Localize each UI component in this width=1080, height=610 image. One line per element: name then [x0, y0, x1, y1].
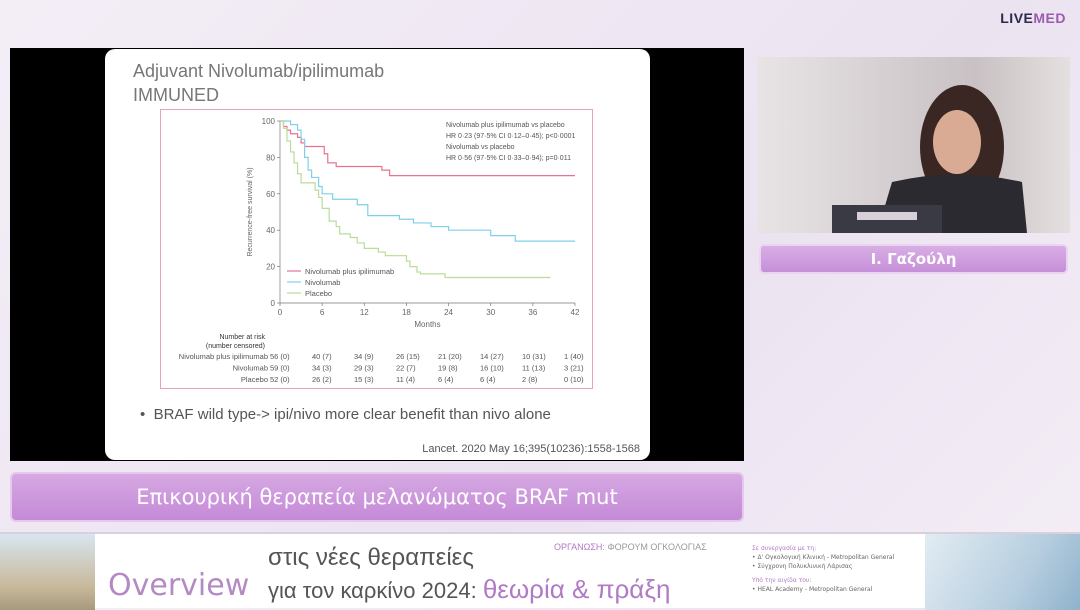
banner-line2-b: θεωρία & πράξη	[482, 574, 671, 604]
risk-cell: 11 (13)	[522, 364, 546, 373]
collab-2: • Σύγχρονη Πολυκλινική Λάρισας	[752, 563, 853, 570]
y-tick-label: 0	[271, 299, 276, 308]
risk-row-label: Placebo	[241, 375, 268, 384]
x-tick-label: 30	[486, 308, 495, 317]
banner-line2: για τον καρκίνο 2024: θεωρία & πράξη	[268, 574, 670, 605]
risk-cell: 29 (3)	[354, 364, 374, 373]
risk-cell: 22 (7)	[396, 364, 416, 373]
logo-live: LIVE	[1000, 10, 1034, 26]
risk-cell: 34 (3)	[312, 364, 332, 373]
y-tick-label: 60	[266, 190, 275, 199]
x-tick-label: 0	[278, 308, 283, 317]
banner-image-right	[925, 534, 1080, 610]
slide-caption: Επικουρική θεραπεία μελανώματος BRAF mut	[10, 472, 744, 522]
risk-cell: 52 (0)	[270, 375, 290, 384]
event-banner: Overview στις νέες θεραπείες για τον καρ…	[0, 532, 1080, 610]
y-axis-label: Recurrence-free survival (%)	[247, 167, 254, 256]
presentation-stage: Adjuvant Nivolumab/ipilimumab IMMUNED 0 6…	[10, 48, 744, 461]
x-axis-label: Months	[414, 320, 440, 329]
speaker-silhouette	[832, 85, 1027, 233]
risk-cell: 1 (40)	[564, 352, 584, 361]
banner-image-left	[0, 534, 95, 610]
risk-table-subheader: (number censored)	[206, 343, 265, 350]
risk-cell: 14 (27)	[480, 352, 504, 361]
risk-cell: 15 (3)	[354, 375, 374, 384]
risk-cell: 3 (21)	[564, 364, 584, 373]
hr-annotation: Nivolumab vs placebo	[446, 144, 515, 151]
hr-annotation: HR 0·23 (97·5% CI 0·12–0·45); p<0·0001	[446, 133, 575, 140]
risk-cell: 21 (20)	[438, 352, 462, 361]
km-chart: 0 6 12 18 24 30 36 42 0 20 40 60 80 100 Months Recurren…	[160, 109, 593, 389]
slide-title-line1: Adjuvant Nivolumab/ipilimumab	[133, 61, 385, 81]
risk-cell: 19 (8)	[438, 364, 458, 373]
risk-cell: 34 (9)	[354, 352, 374, 361]
speaker-video	[757, 57, 1070, 233]
km-curve-2	[280, 120, 551, 279]
risk-cell: 59 (0)	[270, 364, 290, 373]
km-chart-svg: 0 6 12 18 24 30 36 42 0 20 40 60 80 100 Months Recurren…	[179, 117, 584, 384]
risk-cell: 26 (15)	[396, 352, 420, 361]
risk-cell: 6 (4)	[438, 375, 454, 384]
collab-1: • Δ' Ογκολογική Κλινική - Metropolitan G…	[752, 554, 895, 561]
risk-cell: 0 (10)	[564, 375, 584, 384]
bullet-text: BRAF wild type-> ipi/nivo more clear ben…	[153, 406, 551, 423]
hr-annotation: HR 0·56 (97·5% CI 0·33–0·94); p=0·011	[446, 155, 571, 162]
risk-cell: 16 (10)	[480, 364, 504, 373]
y-tick-label: 100	[262, 117, 276, 126]
x-tick-label: 42	[571, 308, 580, 317]
banner-line1: στις νέες θεραπείες	[268, 544, 474, 571]
org-label: ΟΡΓΑΝΩΣΗ:	[554, 542, 605, 552]
y-tick-label: 40	[266, 226, 275, 235]
x-tick-label: 18	[402, 308, 411, 317]
banner-organizer: ΟΡΓΑΝΩΣΗ: ΦΟΡΟΥΜ ΟΓΚΟΛΟΓΙΑΣ	[554, 542, 707, 552]
collab-label: Σε συνεργασία με τη:	[752, 545, 817, 552]
x-tick-label: 36	[528, 308, 537, 317]
logo-med: MED	[1033, 10, 1066, 26]
risk-row-label: Nivolumab plus ipilimumab	[179, 352, 268, 361]
risk-cell: 6 (4)	[480, 375, 496, 384]
risk-cell: 56 (0)	[270, 352, 290, 361]
legend-label: Nivolumab plus ipilimumab	[305, 267, 394, 276]
risk-cell: 11 (4)	[396, 375, 416, 384]
x-tick-label: 12	[360, 308, 369, 317]
x-tick-label: 24	[444, 308, 453, 317]
legend-label: Nivolumab	[305, 278, 340, 287]
slide-reference: Lancet. 2020 May 16;395(10236):1558-1568	[422, 443, 640, 455]
y-tick-label: 20	[266, 263, 275, 272]
auspices-label: Υπό την αιγίδα του:	[752, 577, 812, 584]
y-tick-label: 80	[266, 153, 275, 162]
livemed-logo: LIVEMED	[1000, 10, 1066, 26]
risk-cell: 26 (2)	[312, 375, 332, 384]
risk-cell: 2 (8)	[522, 375, 538, 384]
risk-table-header: Number at risk	[219, 334, 265, 341]
risk-cell: 40 (7)	[312, 352, 332, 361]
hr-annotation: Nivolumab plus ipilimumab vs placebo	[446, 122, 565, 129]
risk-row-label: Nivolumab	[233, 364, 268, 373]
legend-label: Placebo	[305, 289, 332, 298]
slide: Adjuvant Nivolumab/ipilimumab IMMUNED 0 6…	[105, 49, 650, 460]
x-tick-label: 6	[320, 308, 325, 317]
banner-overview: Overview	[108, 568, 250, 603]
banner-partners: Σε συνεργασία με τη: • Δ' Ογκολογική Κλι…	[752, 544, 894, 594]
slide-title-line2: IMMUNED	[133, 85, 219, 105]
banner-line2-a: για τον καρκίνο 2024:	[268, 578, 477, 603]
org-name: ΦΟΡΟΥΜ ΟΓΚΟΛΟΓΙΑΣ	[607, 542, 707, 552]
risk-cell: 10 (31)	[522, 352, 546, 361]
speaker-name: Ι. Γαζούλη	[759, 244, 1068, 274]
km-curve-0	[280, 120, 575, 177]
auspices-1: • HEAL Academy - Metropolitan General	[752, 586, 873, 593]
slide-bullet: • BRAF wild type-> ipi/nivo more clear b…	[140, 406, 551, 423]
km-curve-1	[280, 120, 575, 242]
slide-title: Adjuvant Nivolumab/ipilimumab IMMUNED	[133, 59, 384, 107]
